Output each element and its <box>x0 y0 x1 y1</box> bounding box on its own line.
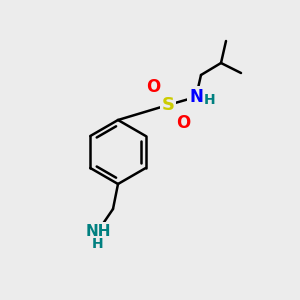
Text: H: H <box>204 93 216 107</box>
Text: NH: NH <box>85 224 111 238</box>
Text: N: N <box>189 88 203 106</box>
Text: H: H <box>92 237 104 251</box>
Text: S: S <box>161 96 175 114</box>
Text: O: O <box>176 114 190 132</box>
Text: O: O <box>146 78 160 96</box>
